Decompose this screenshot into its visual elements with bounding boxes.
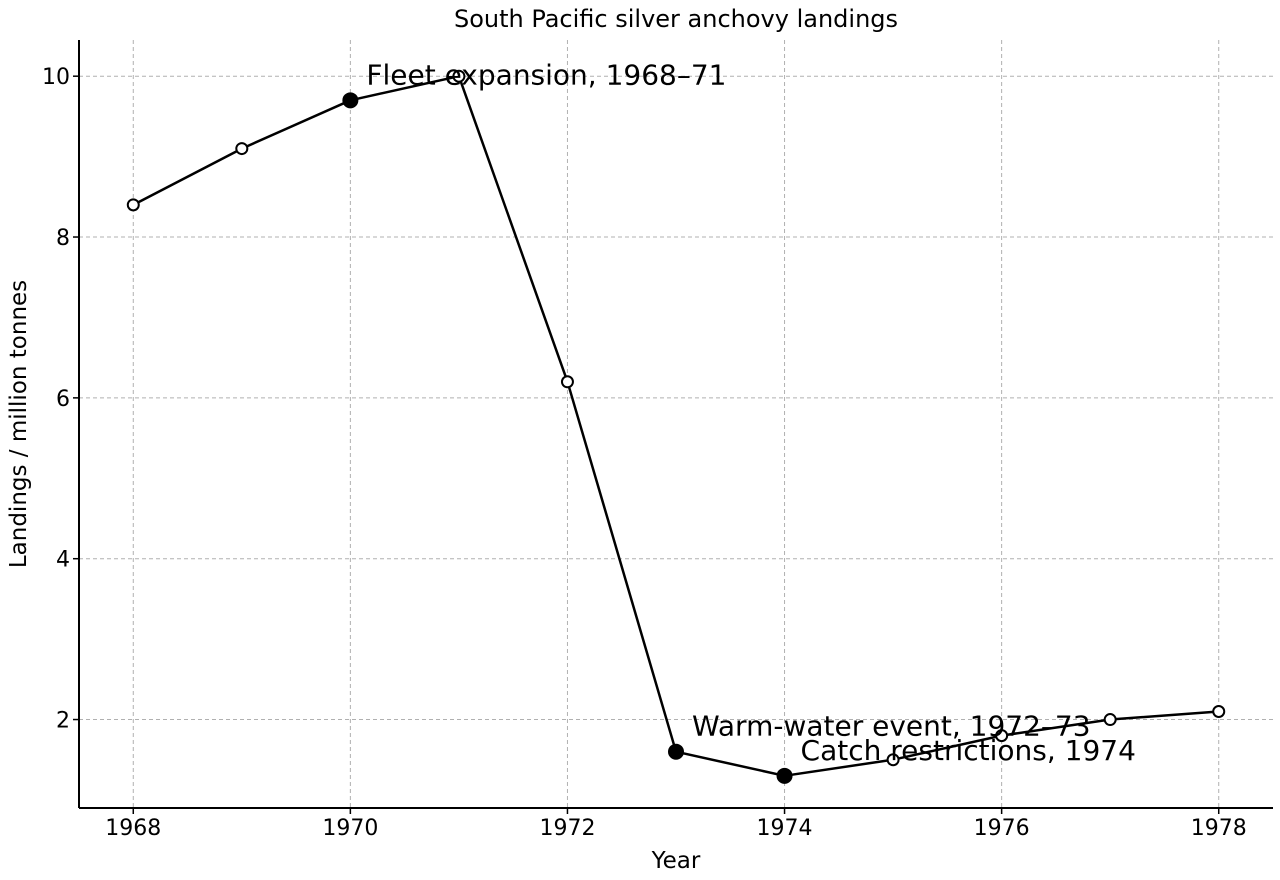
x-tick-label: 1970	[322, 816, 378, 841]
data-point	[886, 753, 900, 767]
data-points	[126, 69, 1226, 784]
y-tick-label: 10	[42, 65, 70, 90]
annotation-label: Warm-water event, 1972–73	[692, 710, 1091, 743]
x-tick-label: 1972	[539, 816, 595, 841]
y-tick-label: 8	[56, 226, 70, 251]
data-point	[560, 375, 574, 389]
data-point	[235, 142, 249, 156]
chart-title: South Pacific silver anchovy landings	[454, 5, 898, 33]
series-line	[132, 74, 1219, 778]
x-axis-label: Year	[651, 848, 701, 874]
series-path	[132, 74, 1219, 778]
y-tick-label: 4	[56, 548, 70, 573]
y-tick-label: 2	[56, 709, 70, 734]
annotation-label: Catch restrictions, 1974	[801, 734, 1136, 767]
data-point	[995, 729, 1009, 743]
data-point	[126, 198, 140, 212]
data-point	[1212, 704, 1226, 718]
y-axis-label: Landings / million tonnes	[6, 280, 32, 568]
axes: 1968 1970 1972 1974 1976 1978 2 4 6 8 10	[42, 40, 1273, 841]
y-tick-label: 6	[56, 387, 70, 412]
highlighted-data-point	[668, 743, 684, 760]
x-tick-label: 1978	[1191, 816, 1247, 841]
x-tick-label: 1974	[757, 816, 813, 841]
highlighted-data-point	[776, 767, 793, 784]
annotations: Fleet expansion, 1968–71 Warm-water event…	[366, 58, 1136, 767]
data-point	[452, 69, 466, 83]
x-tick-label: 1968	[105, 816, 161, 841]
grid	[79, 40, 1273, 808]
highlighted-data-point	[342, 92, 359, 109]
x-tick-label: 1976	[974, 816, 1030, 841]
annotation-label: Fleet expansion, 1968–71	[366, 58, 726, 91]
data-point	[1103, 713, 1117, 727]
